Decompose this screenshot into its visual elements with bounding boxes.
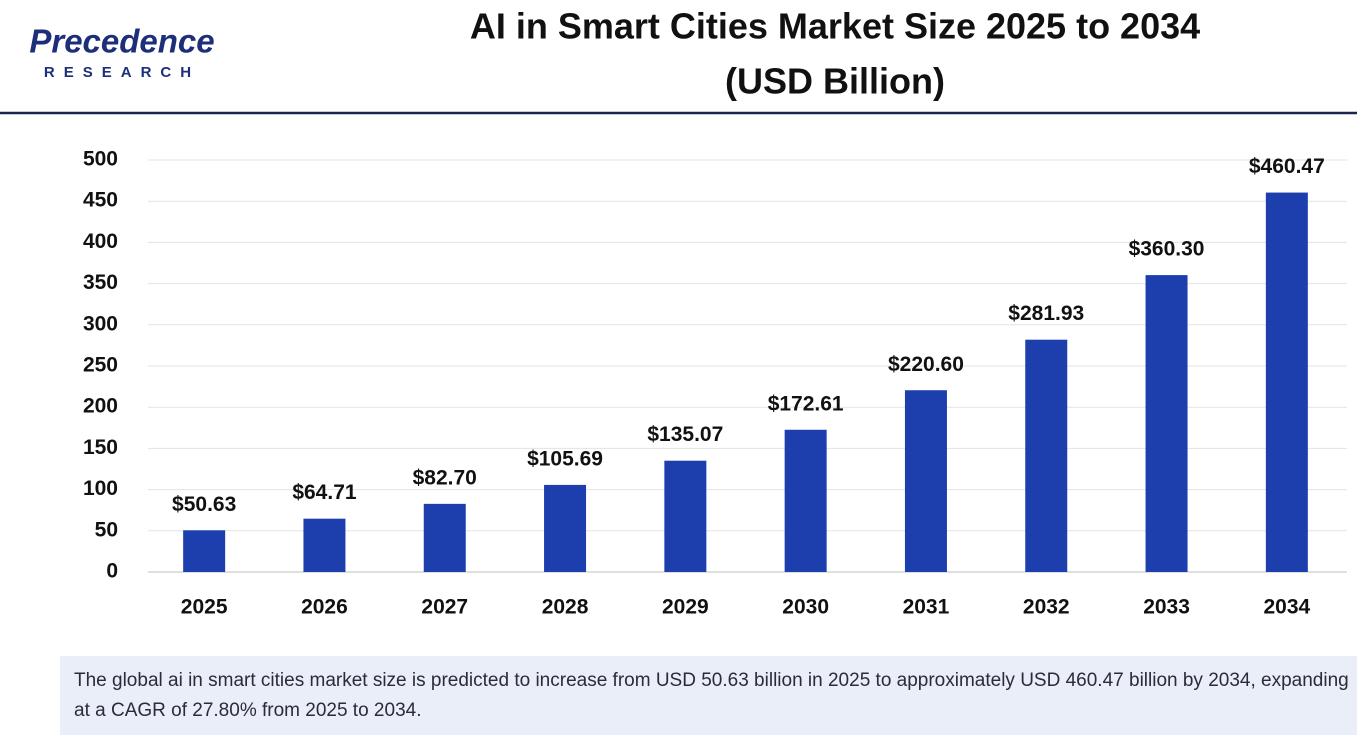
x-tick-label: 2027: [421, 596, 468, 619]
value-label: $82.70: [413, 466, 477, 489]
value-label: $460.47: [1249, 155, 1325, 178]
footnote: The global ai in smart cities market siz…: [74, 670, 1349, 721]
y-tick-label: 300: [83, 312, 118, 335]
value-label: $220.60: [888, 353, 964, 376]
logo-tagline: RESEARCH: [44, 64, 200, 81]
chart: Precedence RESEARCH AI in Smart Cities M…: [0, 6, 1357, 619]
y-tick-label: 350: [83, 271, 118, 294]
y-tick-label: 0: [106, 560, 118, 583]
bar: [784, 429, 827, 572]
y-tick-label: 200: [83, 395, 118, 418]
bar: [183, 530, 226, 572]
y-tick-label: 400: [83, 230, 118, 253]
x-tick-label: 2026: [301, 596, 348, 619]
x-tick-label: 2032: [1023, 596, 1070, 619]
chart-title: AI in Smart Cities Market Size 2025 to 2…: [470, 6, 1200, 47]
bar: [1025, 339, 1068, 572]
x-tick-label: 2029: [662, 596, 709, 619]
value-label: $172.61: [768, 392, 844, 415]
bar: [664, 460, 707, 572]
x-tick-label: 2034: [1263, 596, 1310, 619]
value-label: $360.30: [1129, 238, 1205, 261]
y-tick-label: 150: [83, 436, 118, 459]
x-tick-label: 2033: [1143, 596, 1190, 619]
value-label: $64.71: [292, 481, 357, 504]
y-tick-label: 450: [83, 189, 118, 212]
bar: [544, 484, 587, 572]
bar: [1145, 275, 1188, 572]
x-tick-label: 2031: [903, 596, 950, 619]
y-tick-label: 100: [83, 477, 118, 500]
value-label: $281.93: [1008, 302, 1084, 325]
bar: [904, 390, 947, 572]
chart-subtitle: (USD Billion): [725, 61, 945, 102]
bar: [1265, 192, 1308, 572]
bar: [423, 503, 466, 572]
x-tick-label: 2025: [181, 596, 228, 619]
y-tick-label: 500: [83, 148, 118, 171]
y-tick-label: 250: [83, 354, 118, 377]
value-label: $135.07: [647, 423, 723, 446]
bar: [303, 518, 346, 572]
logo-name: Precedence: [29, 23, 214, 60]
y-tick-label: 50: [95, 518, 118, 541]
x-tick-label: 2028: [542, 596, 589, 619]
footnote-box: The global ai in smart cities market siz…: [60, 656, 1357, 735]
x-tick-label: 2030: [782, 596, 829, 619]
value-label: $50.63: [172, 493, 236, 516]
value-label: $105.69: [527, 447, 603, 470]
